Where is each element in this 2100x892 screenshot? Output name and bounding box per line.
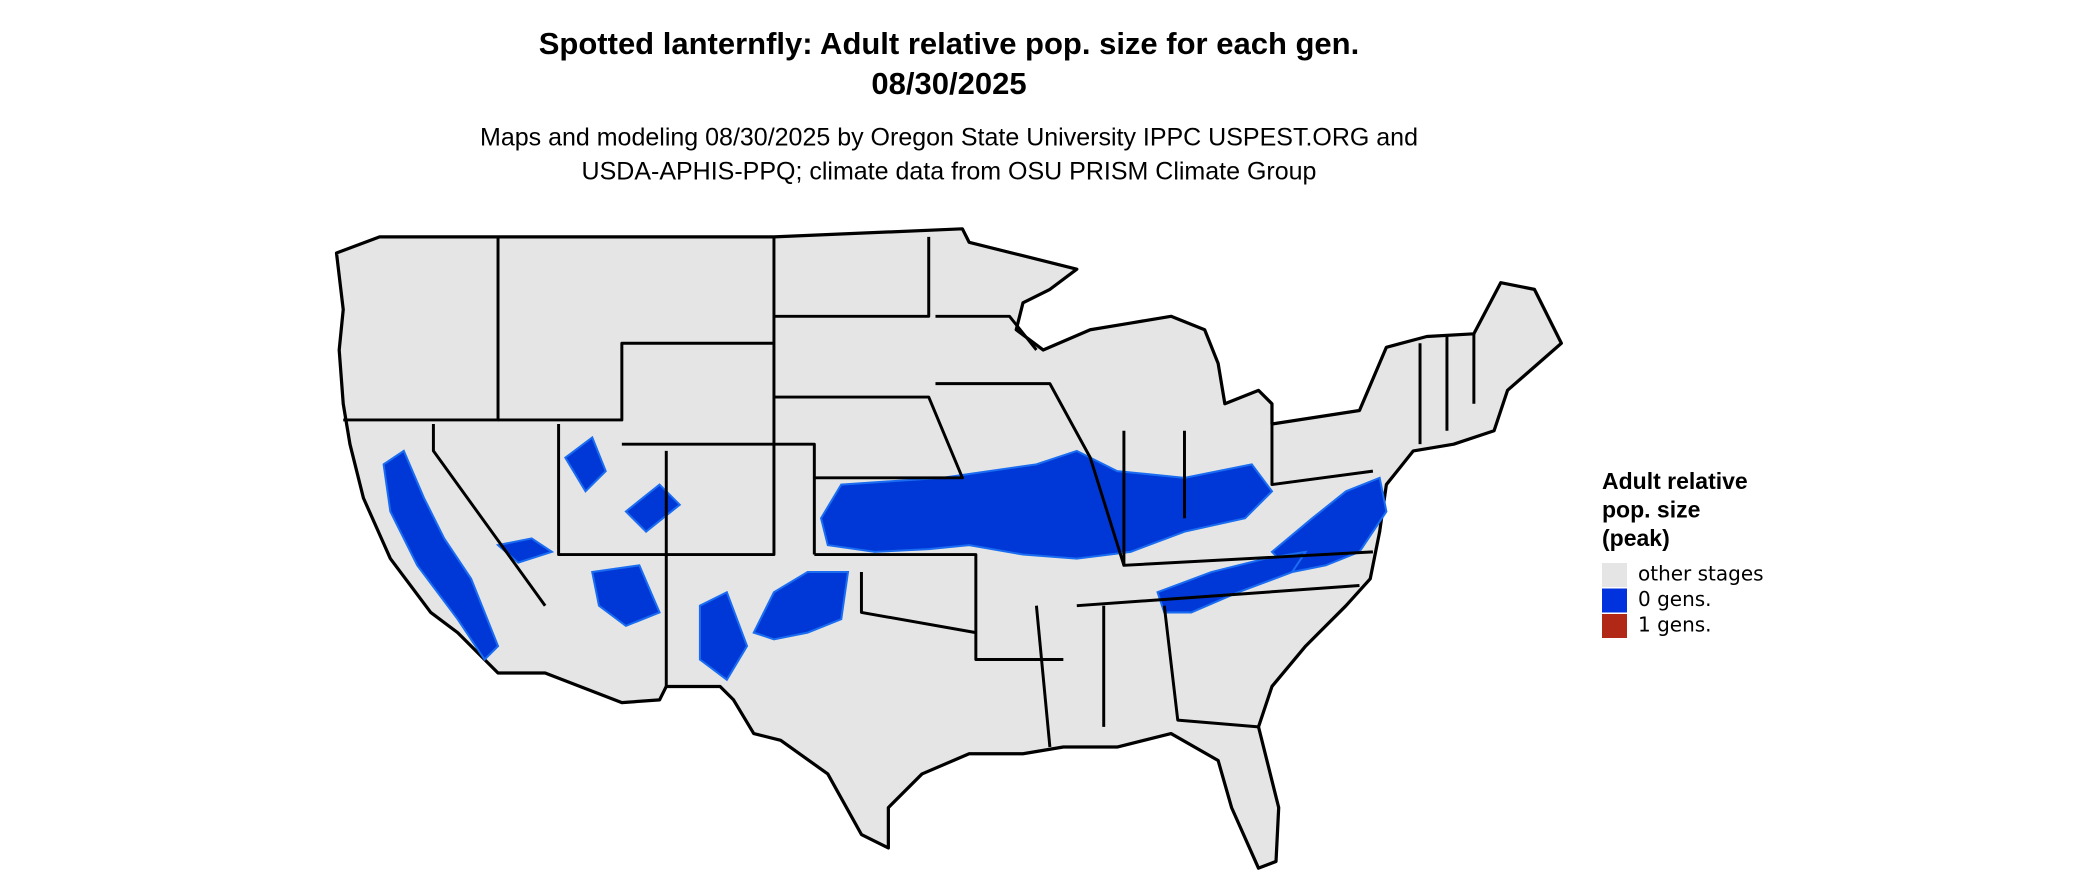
legend-label: other stages bbox=[1638, 562, 1764, 586]
state-border bbox=[935, 382, 1126, 566]
legend-swatch bbox=[1602, 563, 1627, 587]
subtitle: USDA-APHIS-PPQ; climate data from OSU PR… bbox=[582, 158, 1317, 186]
state-border bbox=[773, 395, 964, 480]
state-border bbox=[1076, 584, 1360, 608]
state-border bbox=[1122, 430, 1373, 567]
legend-swatch bbox=[1602, 588, 1627, 613]
region-arizona bbox=[591, 564, 661, 628]
state-border bbox=[935, 314, 1038, 351]
region-central bbox=[819, 449, 1274, 560]
legend-title: pop. size bbox=[1602, 497, 1700, 523]
state-border bbox=[1270, 423, 1374, 487]
state-border bbox=[1034, 605, 1052, 748]
legend-title: (peak) bbox=[1602, 525, 1670, 551]
state-border bbox=[431, 423, 547, 607]
legend-label: 0 gens. bbox=[1638, 587, 1712, 611]
title: 08/30/2025 bbox=[871, 66, 1026, 101]
state-border bbox=[621, 442, 816, 555]
state-border bbox=[814, 553, 1064, 662]
state-border bbox=[773, 236, 931, 318]
us-map bbox=[334, 227, 1563, 870]
region-california bbox=[382, 449, 500, 662]
region-utah bbox=[563, 435, 607, 493]
state-borders bbox=[343, 236, 1476, 748]
legend-title: Adult relative bbox=[1602, 468, 1748, 494]
us-outline bbox=[334, 227, 1563, 870]
state-border bbox=[498, 341, 774, 422]
state-border bbox=[859, 572, 977, 635]
pest-regions bbox=[382, 435, 1388, 682]
title: Spotted lanternfly: Adult relative pop. … bbox=[539, 26, 1359, 61]
legend: Adult relative pop. size(peak) other stage… bbox=[1602, 468, 1764, 638]
legend-label: 1 gens. bbox=[1638, 613, 1712, 637]
region-new-mexico bbox=[698, 590, 749, 682]
state-border bbox=[1162, 605, 1259, 729]
legend-swatch bbox=[1602, 614, 1627, 638]
region-mid-atlantic bbox=[1270, 476, 1388, 574]
region-oklahoma bbox=[752, 571, 850, 641]
titles: Spotted lanternfly: Adult relative pop. … bbox=[480, 26, 1418, 185]
subtitle: Maps and modeling 08/30/2025 by Oregon S… bbox=[480, 124, 1418, 152]
